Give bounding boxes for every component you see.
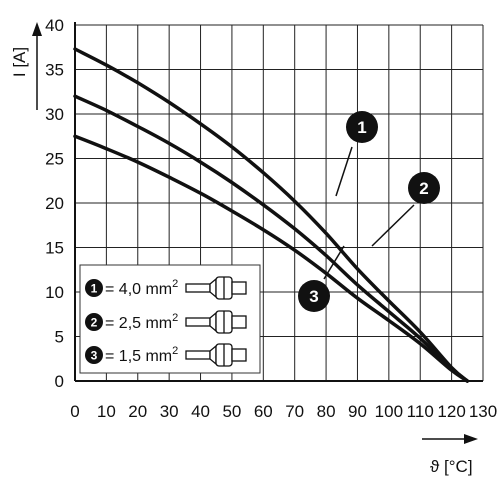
callout-badge-1 bbox=[346, 111, 378, 143]
legend-badge-number: 3 bbox=[91, 349, 98, 363]
callouts: 1 2 3 bbox=[298, 111, 440, 312]
y-axis-arrow bbox=[32, 22, 42, 110]
legend-label-text: = 2,5 mm bbox=[105, 315, 172, 332]
x-tick-label: 0 bbox=[70, 402, 79, 421]
y-tick-labels: 0 5 10 15 20 25 30 35 40 bbox=[45, 16, 64, 391]
callout-leader-3 bbox=[323, 245, 345, 280]
x-tick-label: 120 bbox=[437, 402, 465, 421]
x-tick-label: 130 bbox=[469, 402, 497, 421]
callout-2: 2 bbox=[371, 172, 440, 247]
grid bbox=[74, 24, 484, 382]
x-tick-label: 110 bbox=[407, 402, 434, 421]
x-tick-label: 80 bbox=[317, 402, 336, 421]
x-axis-arrow bbox=[422, 434, 478, 444]
x-tick-label: 30 bbox=[160, 402, 179, 421]
x-tick-label: 20 bbox=[128, 402, 147, 421]
ferrule-icon bbox=[185, 310, 247, 334]
x-tick-label: 60 bbox=[254, 402, 273, 421]
x-tick-labels: 0 10 20 30 40 50 60 70 80 90 100 110 120 130 bbox=[70, 402, 497, 421]
x-tick-label: 100 bbox=[375, 402, 403, 421]
y-tick-label: 15 bbox=[45, 239, 64, 258]
callout-leader-1 bbox=[335, 146, 353, 197]
legend-label-text: = 4,0 mm bbox=[105, 281, 172, 298]
callout-number-3: 3 bbox=[309, 287, 318, 306]
x-tick-label: 90 bbox=[348, 402, 367, 421]
legend-label: = 1,5 mm2 bbox=[105, 345, 178, 365]
y-tick-label: 10 bbox=[45, 283, 64, 302]
callout-badge-3 bbox=[298, 280, 330, 312]
ferrule-icon bbox=[185, 276, 247, 300]
x-tick-label: 10 bbox=[97, 402, 116, 421]
ferrule-icon bbox=[185, 343, 247, 367]
legend-label-superscript: 2 bbox=[172, 345, 178, 357]
y-tick-label: 35 bbox=[45, 61, 64, 80]
legend-label: = 2,5 mm2 bbox=[105, 312, 178, 332]
legend-label: = 4,0 mm2 bbox=[105, 278, 178, 298]
legend-entry-2: 2 = 2,5 mm2 bbox=[85, 310, 247, 334]
legend-entry-1: 1 = 4,0 mm2 bbox=[85, 276, 247, 300]
series-line-1 bbox=[73, 47, 470, 383]
legend-badge-number: 1 bbox=[91, 282, 98, 296]
y-tick-label: 5 bbox=[55, 328, 64, 347]
x-tick-label: 40 bbox=[191, 402, 210, 421]
legend-badge bbox=[85, 279, 103, 297]
legend-badge-number: 2 bbox=[91, 316, 98, 330]
series-line-2 bbox=[73, 94, 470, 383]
x-axis-label: ϑ [°C] bbox=[430, 457, 473, 476]
y-tick-label: 20 bbox=[45, 194, 64, 213]
callout-number-1: 1 bbox=[357, 118, 366, 137]
series-lines bbox=[73, 47, 470, 383]
legend-label-superscript: 2 bbox=[172, 312, 178, 324]
callout-number-2: 2 bbox=[419, 179, 428, 198]
callout-3: 3 bbox=[298, 245, 345, 312]
axes bbox=[74, 22, 483, 382]
x-tick-label: 50 bbox=[222, 402, 241, 421]
y-tick-label: 0 bbox=[55, 372, 64, 391]
y-axis-label: I [A] bbox=[10, 47, 29, 77]
legend-badge bbox=[85, 346, 103, 364]
legend-label-superscript: 2 bbox=[172, 278, 178, 290]
y-tick-label: 25 bbox=[45, 150, 64, 169]
legend-label-text: = 1,5 mm bbox=[105, 348, 172, 365]
legend-badge bbox=[85, 313, 103, 331]
legend-entry-3: 3 = 1,5 mm2 bbox=[85, 343, 247, 367]
callout-1: 1 bbox=[335, 111, 378, 197]
x-tick-label: 70 bbox=[285, 402, 304, 421]
y-tick-label: 30 bbox=[45, 105, 64, 124]
callout-badge-2 bbox=[408, 172, 440, 204]
series-line-3 bbox=[73, 134, 470, 383]
callout-leader-2 bbox=[371, 204, 415, 247]
y-tick-label: 40 bbox=[45, 16, 64, 35]
